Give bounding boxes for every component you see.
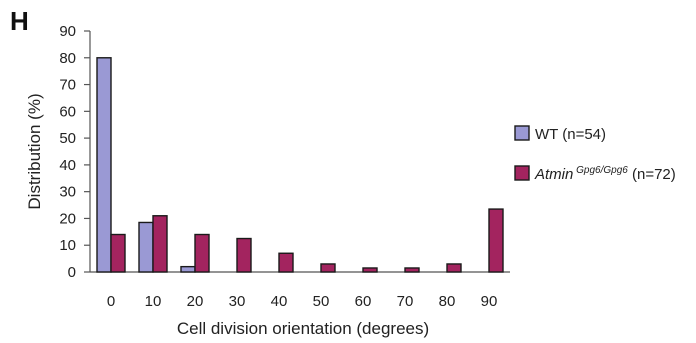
- y-tick-label: 90: [59, 23, 76, 40]
- panel-label: H: [10, 6, 29, 36]
- y-tick-label: 0: [68, 264, 76, 281]
- legend-label-wt: WT (n=54): [535, 126, 606, 143]
- bar-atmin-70: [404, 267, 420, 273]
- y-axis: 0 10 20 30 40 50 60 70 80 90: [59, 23, 91, 281]
- bar-atmin-0: [110, 233, 126, 273]
- bar-atmin-20: [194, 233, 210, 273]
- bar-wt-10: [138, 221, 154, 273]
- bar-atmin-80: [446, 263, 462, 273]
- x-tick-label: 70: [397, 293, 414, 310]
- legend: WT (n=54) Atmin Gpg6/Gpg6 (n=72): [514, 125, 676, 183]
- y-tick-label: 40: [59, 157, 76, 174]
- legend-swatch-wt: [514, 125, 530, 141]
- x-tick-label: 90: [481, 293, 498, 310]
- x-axis: 0 10 20 30 40 50 60 70 80 90: [90, 271, 510, 310]
- bar-atmin-50: [320, 263, 336, 273]
- x-tick-label: 20: [187, 293, 204, 310]
- y-tick-label: 30: [59, 184, 76, 201]
- bar-atmin-10: [152, 215, 168, 273]
- x-tick-label: 30: [229, 293, 246, 310]
- y-tick-label: 80: [59, 50, 76, 67]
- x-tick-label: 0: [107, 293, 115, 310]
- bar-atmin-40: [278, 252, 294, 273]
- x-axis-title: Cell division orientation (degrees): [177, 319, 429, 338]
- x-tick-label: 80: [439, 293, 456, 310]
- y-tick-label: 70: [59, 77, 76, 94]
- legend-label-atmin: Atmin Gpg6/Gpg6 (n=72): [534, 165, 676, 183]
- x-tick-label: 60: [355, 293, 372, 310]
- bar-atmin-90: [488, 208, 504, 273]
- bar-wt-20: [180, 265, 196, 273]
- y-tick-label: 50: [59, 130, 76, 147]
- y-axis-title: Distribution (%): [25, 93, 44, 209]
- x-tick-label: 50: [313, 293, 330, 310]
- bar-wt-0: [96, 57, 112, 273]
- y-tick-label: 60: [59, 103, 76, 120]
- x-tick-label: 10: [145, 293, 162, 310]
- legend-swatch-atmin: [514, 165, 530, 181]
- bar-atmin-60: [362, 267, 378, 273]
- bars-group: [96, 57, 504, 273]
- bar-atmin-30: [236, 237, 252, 273]
- y-tick-label: 20: [59, 210, 76, 227]
- x-tick-label: 40: [271, 293, 288, 310]
- y-tick-label: 10: [59, 237, 76, 254]
